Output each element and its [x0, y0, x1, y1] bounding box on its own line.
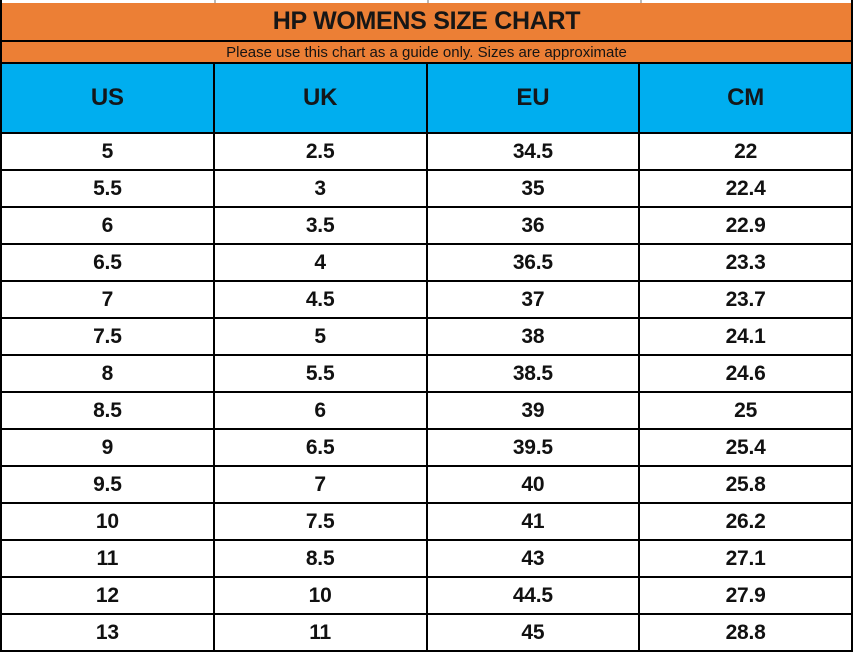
- table-row: 5.5 3 35 22.4: [2, 171, 851, 208]
- table-row: 6.5 4 36.5 23.3: [2, 245, 851, 282]
- table-row: 8.5 6 39 25: [2, 393, 851, 430]
- table-row: 10 7.5 41 26.2: [2, 504, 851, 541]
- cell-eu: 39: [428, 393, 641, 428]
- cell-us: 5: [2, 134, 215, 169]
- gridline-tick: [214, 0, 216, 3]
- cell-eu: 44.5: [428, 578, 641, 613]
- cell-us: 7.5: [2, 319, 215, 354]
- cell-uk: 6: [215, 393, 428, 428]
- cell-eu: 40: [428, 467, 641, 502]
- cell-cm: 23.3: [725, 250, 766, 274]
- cell-cm: 27.9: [725, 583, 766, 607]
- cell-uk: 4: [215, 245, 428, 280]
- header-cell-uk: UK: [215, 64, 428, 132]
- table-row: 8 5.5 38.5 24.6: [2, 356, 851, 393]
- table-row: 6 3.5 36 22.9: [2, 208, 851, 245]
- cell-us: 12: [2, 578, 215, 613]
- cell-uk: 5.5: [215, 356, 428, 391]
- cell-eu: 37: [428, 282, 641, 317]
- table-body: 5 2.5 34.5 22 5.5 3 35 22.4 6 3.5 36 22.…: [2, 134, 851, 650]
- header-cell-cm: CM: [727, 84, 765, 111]
- table-row: 13 11 45 28.8: [2, 615, 851, 650]
- gridline-tick: [427, 0, 429, 3]
- cell-cm: 22.4: [725, 176, 766, 200]
- column-header-row: US UK EU CM: [2, 64, 851, 134]
- cell-cm: 28.8: [725, 620, 766, 644]
- cell-cm: 24.6: [725, 361, 766, 385]
- cell-eu: 41: [428, 504, 641, 539]
- header-cell-us: US: [2, 64, 215, 132]
- cell-cm: 26.2: [725, 509, 766, 533]
- cell-eu: 36: [428, 208, 641, 243]
- cell-uk: 10: [215, 578, 428, 613]
- cell-cm: 27.1: [725, 546, 766, 570]
- cell-us: 11: [2, 541, 215, 576]
- cell-uk: 6.5: [215, 430, 428, 465]
- cell-us: 13: [2, 615, 215, 650]
- cell-cm: 23.7: [725, 287, 766, 311]
- chart-title: HP WOMENS SIZE CHART: [2, 3, 851, 42]
- cell-us: 6: [2, 208, 215, 243]
- cell-eu: 38.5: [428, 356, 641, 391]
- cell-us: 5.5: [2, 171, 215, 206]
- cell-uk: 4.5: [215, 282, 428, 317]
- cell-uk: 3.5: [215, 208, 428, 243]
- gridline-tick: [640, 0, 642, 3]
- cell-eu: 43: [428, 541, 641, 576]
- cell-uk: 8.5: [215, 541, 428, 576]
- cell-eu: 45: [428, 615, 641, 650]
- cell-cm: 25.4: [725, 435, 766, 459]
- cell-cm: 25: [734, 398, 758, 422]
- cell-us: 10: [2, 504, 215, 539]
- table-row: 9 6.5 39.5 25.4: [2, 430, 851, 467]
- header-cell-eu: EU: [428, 64, 641, 132]
- cell-cm: 24.1: [725, 324, 766, 348]
- table-row: 12 10 44.5 27.9: [2, 578, 851, 615]
- cell-uk: 11: [215, 615, 428, 650]
- table-row: 7.5 5 38 24.1: [2, 319, 851, 356]
- table-row: 11 8.5 43 27.1: [2, 541, 851, 578]
- cell-eu: 34.5: [428, 134, 641, 169]
- cell-uk: 5: [215, 319, 428, 354]
- cell-eu: 36.5: [428, 245, 641, 280]
- cell-uk: 7: [215, 467, 428, 502]
- cell-cm: 22.9: [725, 213, 766, 237]
- cell-us: 7: [2, 282, 215, 317]
- cell-cm: 22: [734, 139, 758, 163]
- cell-us: 9: [2, 430, 215, 465]
- cell-us: 8.5: [2, 393, 215, 428]
- chart-subtitle: Please use this chart as a guide only. S…: [2, 42, 851, 64]
- table-row: 7 4.5 37 23.7: [2, 282, 851, 319]
- cell-uk: 7.5: [215, 504, 428, 539]
- cell-eu: 35: [428, 171, 641, 206]
- cell-us: 9.5: [2, 467, 215, 502]
- cell-uk: 3: [215, 171, 428, 206]
- cell-eu: 39.5: [428, 430, 641, 465]
- cell-uk: 2.5: [215, 134, 428, 169]
- cell-us: 8: [2, 356, 215, 391]
- cell-cm: 25.8: [725, 472, 766, 496]
- cell-eu: 38: [428, 319, 641, 354]
- cell-us: 6.5: [2, 245, 215, 280]
- table-row: 9.5 7 40 25.8: [2, 467, 851, 504]
- table-row: 5 2.5 34.5 22: [2, 134, 851, 171]
